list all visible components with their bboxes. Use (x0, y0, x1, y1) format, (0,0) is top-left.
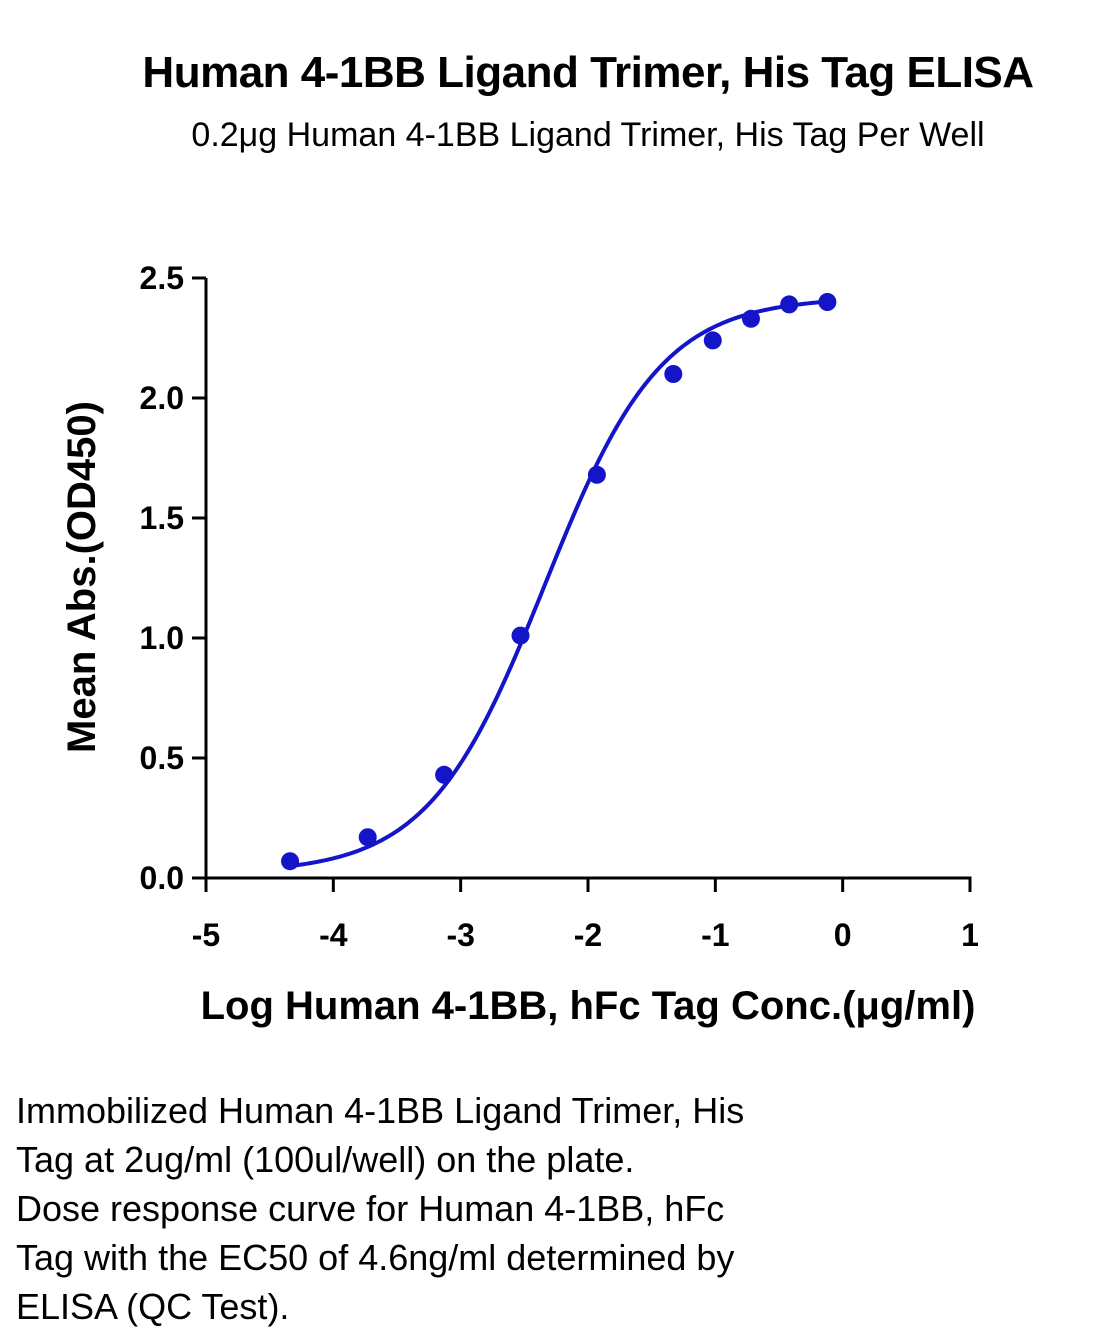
caption-line: ELISA (QC Test). (16, 1286, 290, 1327)
data-point (780, 295, 799, 314)
data-point (818, 293, 837, 311)
y-tick-label: 0.5 (140, 740, 184, 776)
data-point (435, 765, 454, 784)
data-point (587, 465, 606, 484)
x-axis-label: Log Human 4-1BB, hFc Tag Conc.(μg/ml) (201, 984, 976, 1028)
y-tick-label: 1.5 (140, 500, 184, 536)
data-point (703, 331, 722, 350)
y-tick-label: 0.0 (140, 860, 184, 896)
x-tick-label: -5 (192, 917, 220, 953)
caption-line: Dose response curve for Human 4-1BB, hFc (16, 1188, 725, 1229)
x-tick-label: -3 (446, 917, 474, 953)
chart-subtitle: 0.2μg Human 4-1BB Ligand Trimer, His Tag… (191, 116, 985, 154)
x-tick-label: 1 (961, 917, 979, 953)
y-axis-label: Mean Abs.(OD450) (60, 401, 104, 753)
y-tick-label: 2.0 (140, 380, 184, 416)
x-tick-label: -2 (574, 917, 602, 953)
axes: 0.0 0.5 1.0 1.5 2.0 2.5 -5 -4 -3 -2 -1 0 1 (140, 260, 979, 953)
caption-line: Tag with the EC50 of 4.6ng/ml determined… (16, 1237, 735, 1278)
x-tick-label: -4 (319, 917, 348, 953)
y-tick-label: 1.0 (140, 620, 184, 656)
chart-title: Human 4-1BB Ligand Trimer, His Tag ELISA (142, 48, 1034, 97)
caption-line: Immobilized Human 4-1BB Ligand Trimer, H… (16, 1090, 745, 1131)
caption-line: Tag at 2ug/ml (100ul/well) on the plate. (16, 1139, 635, 1180)
data-point (664, 365, 683, 383)
data-point (358, 828, 377, 847)
caption: Immobilized Human 4-1BB Ligand Trimer, H… (16, 1086, 936, 1331)
data-point (281, 852, 300, 871)
y-tick-label: 2.5 (140, 260, 184, 296)
elisa-chart: 0.0 0.5 1.0 1.5 2.0 2.5 -5 -4 -3 -2 -1 0 1 Mean Abs.… (60, 260, 979, 1028)
x-tick-label: -1 (701, 917, 729, 953)
fit-curve-layer (289, 299, 828, 869)
x-tick-label: 0 (834, 917, 852, 953)
data-point (511, 626, 530, 645)
fit-curve (289, 299, 828, 869)
data-points-layer (281, 293, 837, 871)
data-point (741, 309, 760, 328)
